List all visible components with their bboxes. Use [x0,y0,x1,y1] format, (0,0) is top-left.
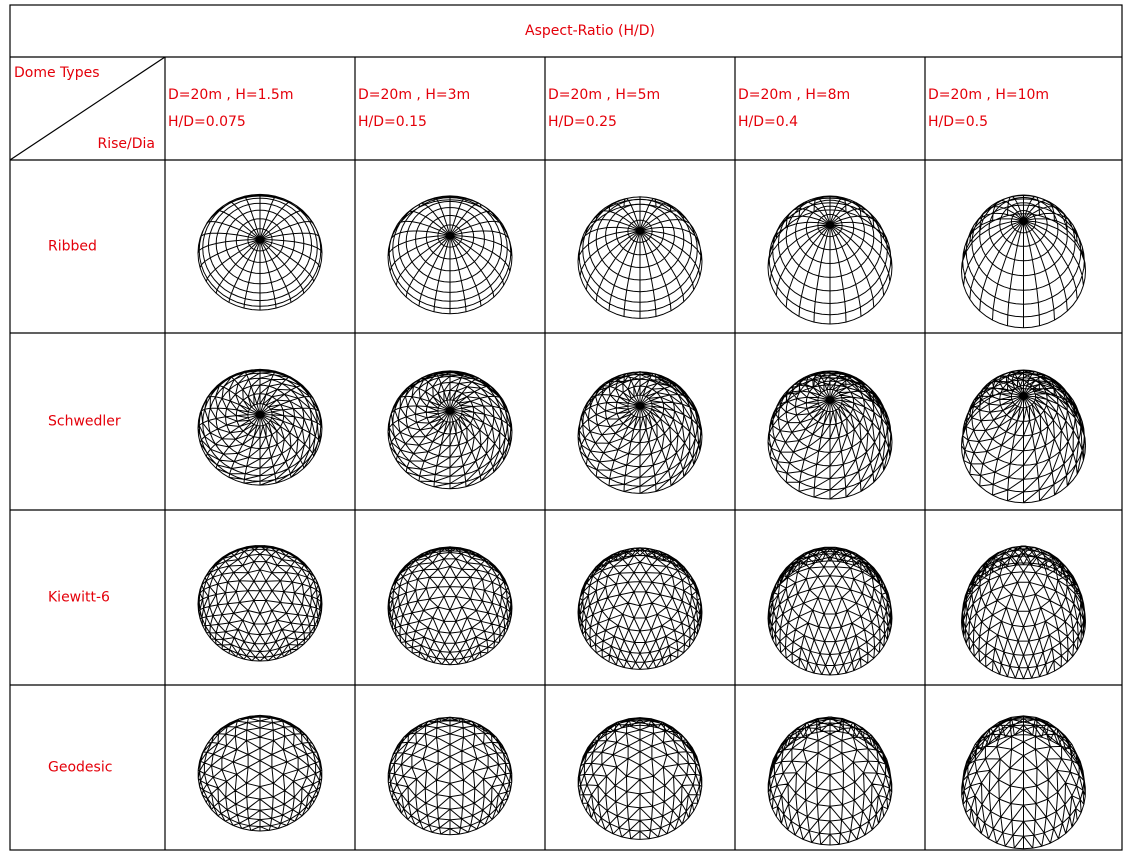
dome-table: Aspect-Ratio (H/D) Dome Types Rise/Dia D… [0,0,1125,852]
dome-wireframe [962,546,1086,679]
table-grid [10,5,1122,850]
row-label: Kiewitt-6 [48,590,110,606]
column-header-line1: D=20m , H=10m [928,87,1049,103]
column-header-line2: H/D=0.15 [358,114,427,130]
dome-wireframe [388,196,512,314]
dome-wireframe [768,196,892,324]
row-label: Geodesic [48,760,112,776]
cells: D=20m , H=1.5m H/D=0.075 D=20m , H=3m H/D=0… [48,87,1086,849]
column-header-line2: H/D=0.4 [738,114,798,130]
dome-wireframe [388,371,512,489]
dome-wireframe [578,718,702,840]
dome-wireframe [578,548,702,670]
table-border [10,5,1122,850]
column-header-line1: D=20m , H=1.5m [168,87,293,103]
corner-bottom-label: Rise/Dia [98,136,156,152]
dome-wireframe [768,371,892,499]
dome-wireframe [768,547,892,675]
dome-wireframe [388,547,512,665]
dome-wireframe [198,546,322,661]
column-header-line2: H/D=0.25 [548,114,617,130]
row-label: Schwedler [48,414,121,430]
dome-wireframe [578,197,702,319]
column-header-line2: H/D=0.075 [168,114,246,130]
dome-wireframe [388,717,512,835]
column-header-line1: D=20m , H=5m [548,87,660,103]
dome-wireframe [962,716,1086,849]
dome-wireframe [198,369,322,485]
corner-top-label: Dome Types [14,65,100,81]
row-label: Ribbed [48,239,97,255]
dome-wireframe [962,370,1086,503]
dome-wireframe [198,715,322,831]
header-title: Aspect-Ratio (H/D) [525,23,655,39]
column-header-line1: D=20m , H=3m [358,87,470,103]
column-header-line2: H/D=0.5 [928,114,988,130]
dome-wireframe [768,717,892,845]
column-header-line1: D=20m , H=8m [738,87,850,103]
dome-wireframe [962,195,1086,328]
dome-wireframe [198,194,322,310]
dome-wireframe [578,372,702,494]
